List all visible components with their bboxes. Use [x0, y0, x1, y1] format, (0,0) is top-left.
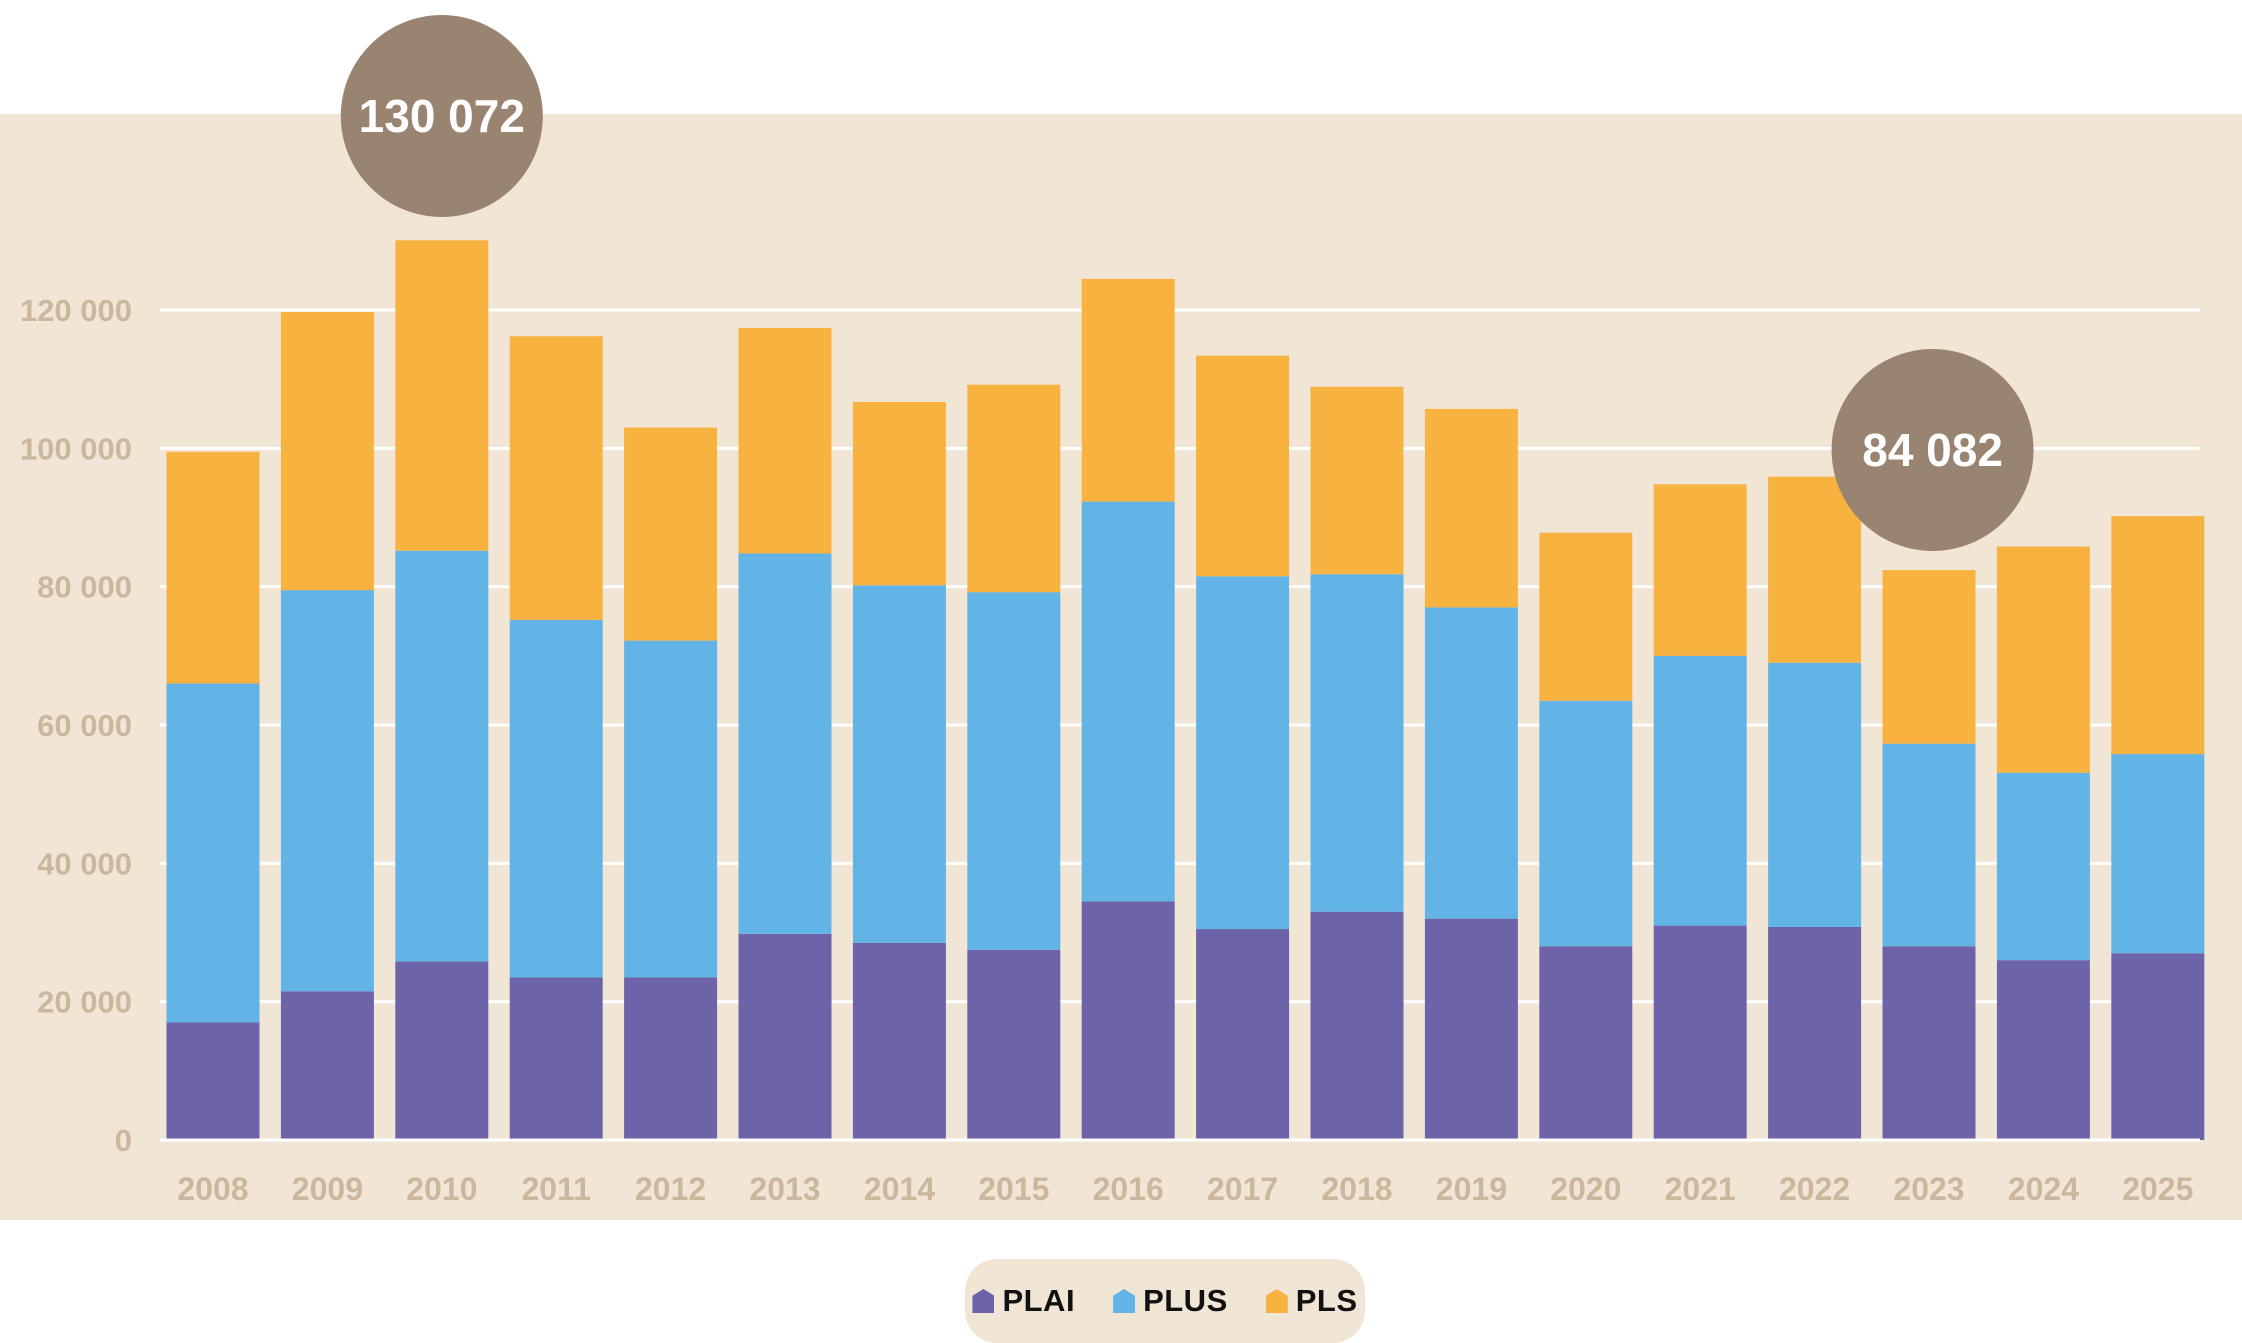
bar-pls-2013 [738, 327, 832, 554]
x-tick-label: 2016 [1093, 1171, 1164, 1207]
bar-plai-2009 [280, 991, 374, 1140]
bar-plai-2020 [1539, 946, 1633, 1140]
bar-pls-2024 [1996, 546, 2090, 773]
y-tick-label: 80 000 [37, 570, 132, 605]
legend-item-plus: PLUS [1113, 1283, 1228, 1319]
x-tick-label: 2024 [2008, 1171, 2079, 1207]
bar-plai-2010 [395, 961, 489, 1140]
bar-plai-2025 [2111, 953, 2205, 1140]
x-tick-label: 2013 [749, 1171, 820, 1207]
x-tick-label: 2025 [2122, 1171, 2193, 1207]
legend-marker-plai-icon [972, 1289, 995, 1313]
bar-plai-2012 [624, 977, 718, 1140]
bar-pls-2010 [395, 240, 489, 551]
callout-label: 84 082 [1862, 424, 2003, 476]
bar-plus-2016 [1081, 501, 1175, 902]
y-tick-label: 40 000 [37, 846, 132, 881]
y-tick-label: 100 000 [20, 431, 132, 466]
bar-plus-2015 [967, 592, 1061, 950]
bar-pls-2020 [1539, 532, 1633, 701]
bar-plus-2022 [1768, 662, 1862, 927]
legend-item-plai: PLAI [972, 1283, 1075, 1319]
bar-plus-2020 [1539, 700, 1633, 947]
legend-label-plai: PLAI [1002, 1283, 1076, 1318]
bar-pls-2022 [1768, 476, 1862, 663]
x-tick-label: 2015 [978, 1171, 1049, 1207]
bar-pls-2023 [1882, 570, 1976, 744]
legend-item-pls: PLS [1265, 1283, 1358, 1319]
bar-plus-2023 [1882, 743, 1976, 947]
y-tick-label: 0 [115, 1123, 132, 1158]
bar-plus-2008 [166, 683, 260, 1023]
bar-pls-2016 [1081, 278, 1175, 502]
x-tick-label: 2018 [1321, 1171, 1392, 1207]
legend: PLAI PLUS PLS [965, 1259, 1365, 1343]
bar-pls-2015 [967, 384, 1061, 593]
bar-plai-2018 [1310, 911, 1404, 1140]
bar-plai-2014 [852, 942, 946, 1140]
bar-plai-2013 [738, 933, 832, 1140]
bar-plus-2014 [852, 585, 946, 943]
bar-plai-2011 [509, 977, 603, 1140]
callout-label: 130 072 [359, 90, 525, 142]
x-tick-label: 2020 [1550, 1171, 1621, 1207]
legend-marker-pls-icon [1265, 1289, 1288, 1313]
y-tick-label: 20 000 [37, 985, 132, 1020]
gridlines [160, 308, 2200, 1004]
bar-pls-2008 [166, 451, 260, 684]
x-tick-label: 2008 [177, 1171, 248, 1207]
x-tick-label: 2017 [1207, 1171, 1278, 1207]
x-tick-label: 2019 [1436, 1171, 1507, 1207]
bar-plus-2019 [1424, 607, 1518, 919]
x-tick-label: 2009 [292, 1171, 363, 1207]
bar-plus-2017 [1196, 576, 1290, 930]
x-axis-ticks: 2008 2009 2010 2011 2012 2013 2014 2015 2016 2017… [177, 1171, 2193, 1207]
bar-plai-2017 [1196, 929, 1290, 1140]
bar-plus-2013 [738, 553, 832, 934]
x-tick-label: 2012 [635, 1171, 706, 1207]
y-tick-label: 120 000 [20, 293, 132, 328]
legend-label-pls: PLS [1295, 1283, 1358, 1318]
bar-plai-2022 [1768, 926, 1862, 1140]
bars [166, 240, 2205, 1140]
bar-plai-2023 [1882, 946, 1976, 1140]
bar-plus-2024 [1996, 772, 2090, 961]
callouts: 130 072 84 082 [340, 15, 2034, 551]
x-tick-label: 2021 [1665, 1171, 1736, 1207]
bar-plus-2018 [1310, 574, 1404, 912]
bar-plus-2009 [280, 590, 374, 992]
legend-marker-plus-icon [1113, 1289, 1136, 1313]
bar-pls-2017 [1196, 355, 1290, 577]
callout-circle [1831, 349, 2034, 551]
bar-plus-2010 [395, 550, 489, 962]
bar-plus-2012 [624, 640, 718, 978]
y-axis-ticks: 0 20 000 40 000 60 000 80 000 100 000 120 000 [20, 293, 132, 1158]
bar-plus-2025 [2111, 754, 2205, 954]
bar-pls-2009 [280, 312, 374, 591]
bar-plai-2008 [166, 1022, 260, 1140]
bar-pls-2018 [1310, 386, 1404, 575]
x-tick-label: 2014 [864, 1171, 935, 1207]
x-tick-label: 2022 [1779, 1171, 1850, 1207]
callout-circle [340, 15, 543, 217]
bar-pls-2012 [624, 427, 718, 641]
bar-plai-2021 [1653, 925, 1747, 1140]
bar-pls-2014 [852, 401, 946, 586]
bar-pls-2019 [1424, 408, 1518, 608]
x-tick-label: 2023 [1893, 1171, 1964, 1207]
bar-plai-2016 [1081, 901, 1175, 1140]
legend-label-plus: PLUS [1143, 1283, 1228, 1318]
bar-plus-2011 [509, 619, 603, 978]
x-tick-label: 2011 [521, 1171, 590, 1207]
y-tick-label: 60 000 [37, 708, 132, 743]
bar-plus-2021 [1653, 655, 1747, 926]
bar-plai-2024 [1996, 960, 2090, 1140]
bar-pls-2011 [509, 336, 603, 620]
x-tick-label: 2010 [406, 1171, 477, 1207]
bar-pls-2021 [1653, 484, 1747, 656]
bar-pls-2025 [2111, 516, 2205, 755]
bar-plai-2015 [967, 949, 1061, 1140]
bar-plai-2019 [1424, 918, 1518, 1140]
